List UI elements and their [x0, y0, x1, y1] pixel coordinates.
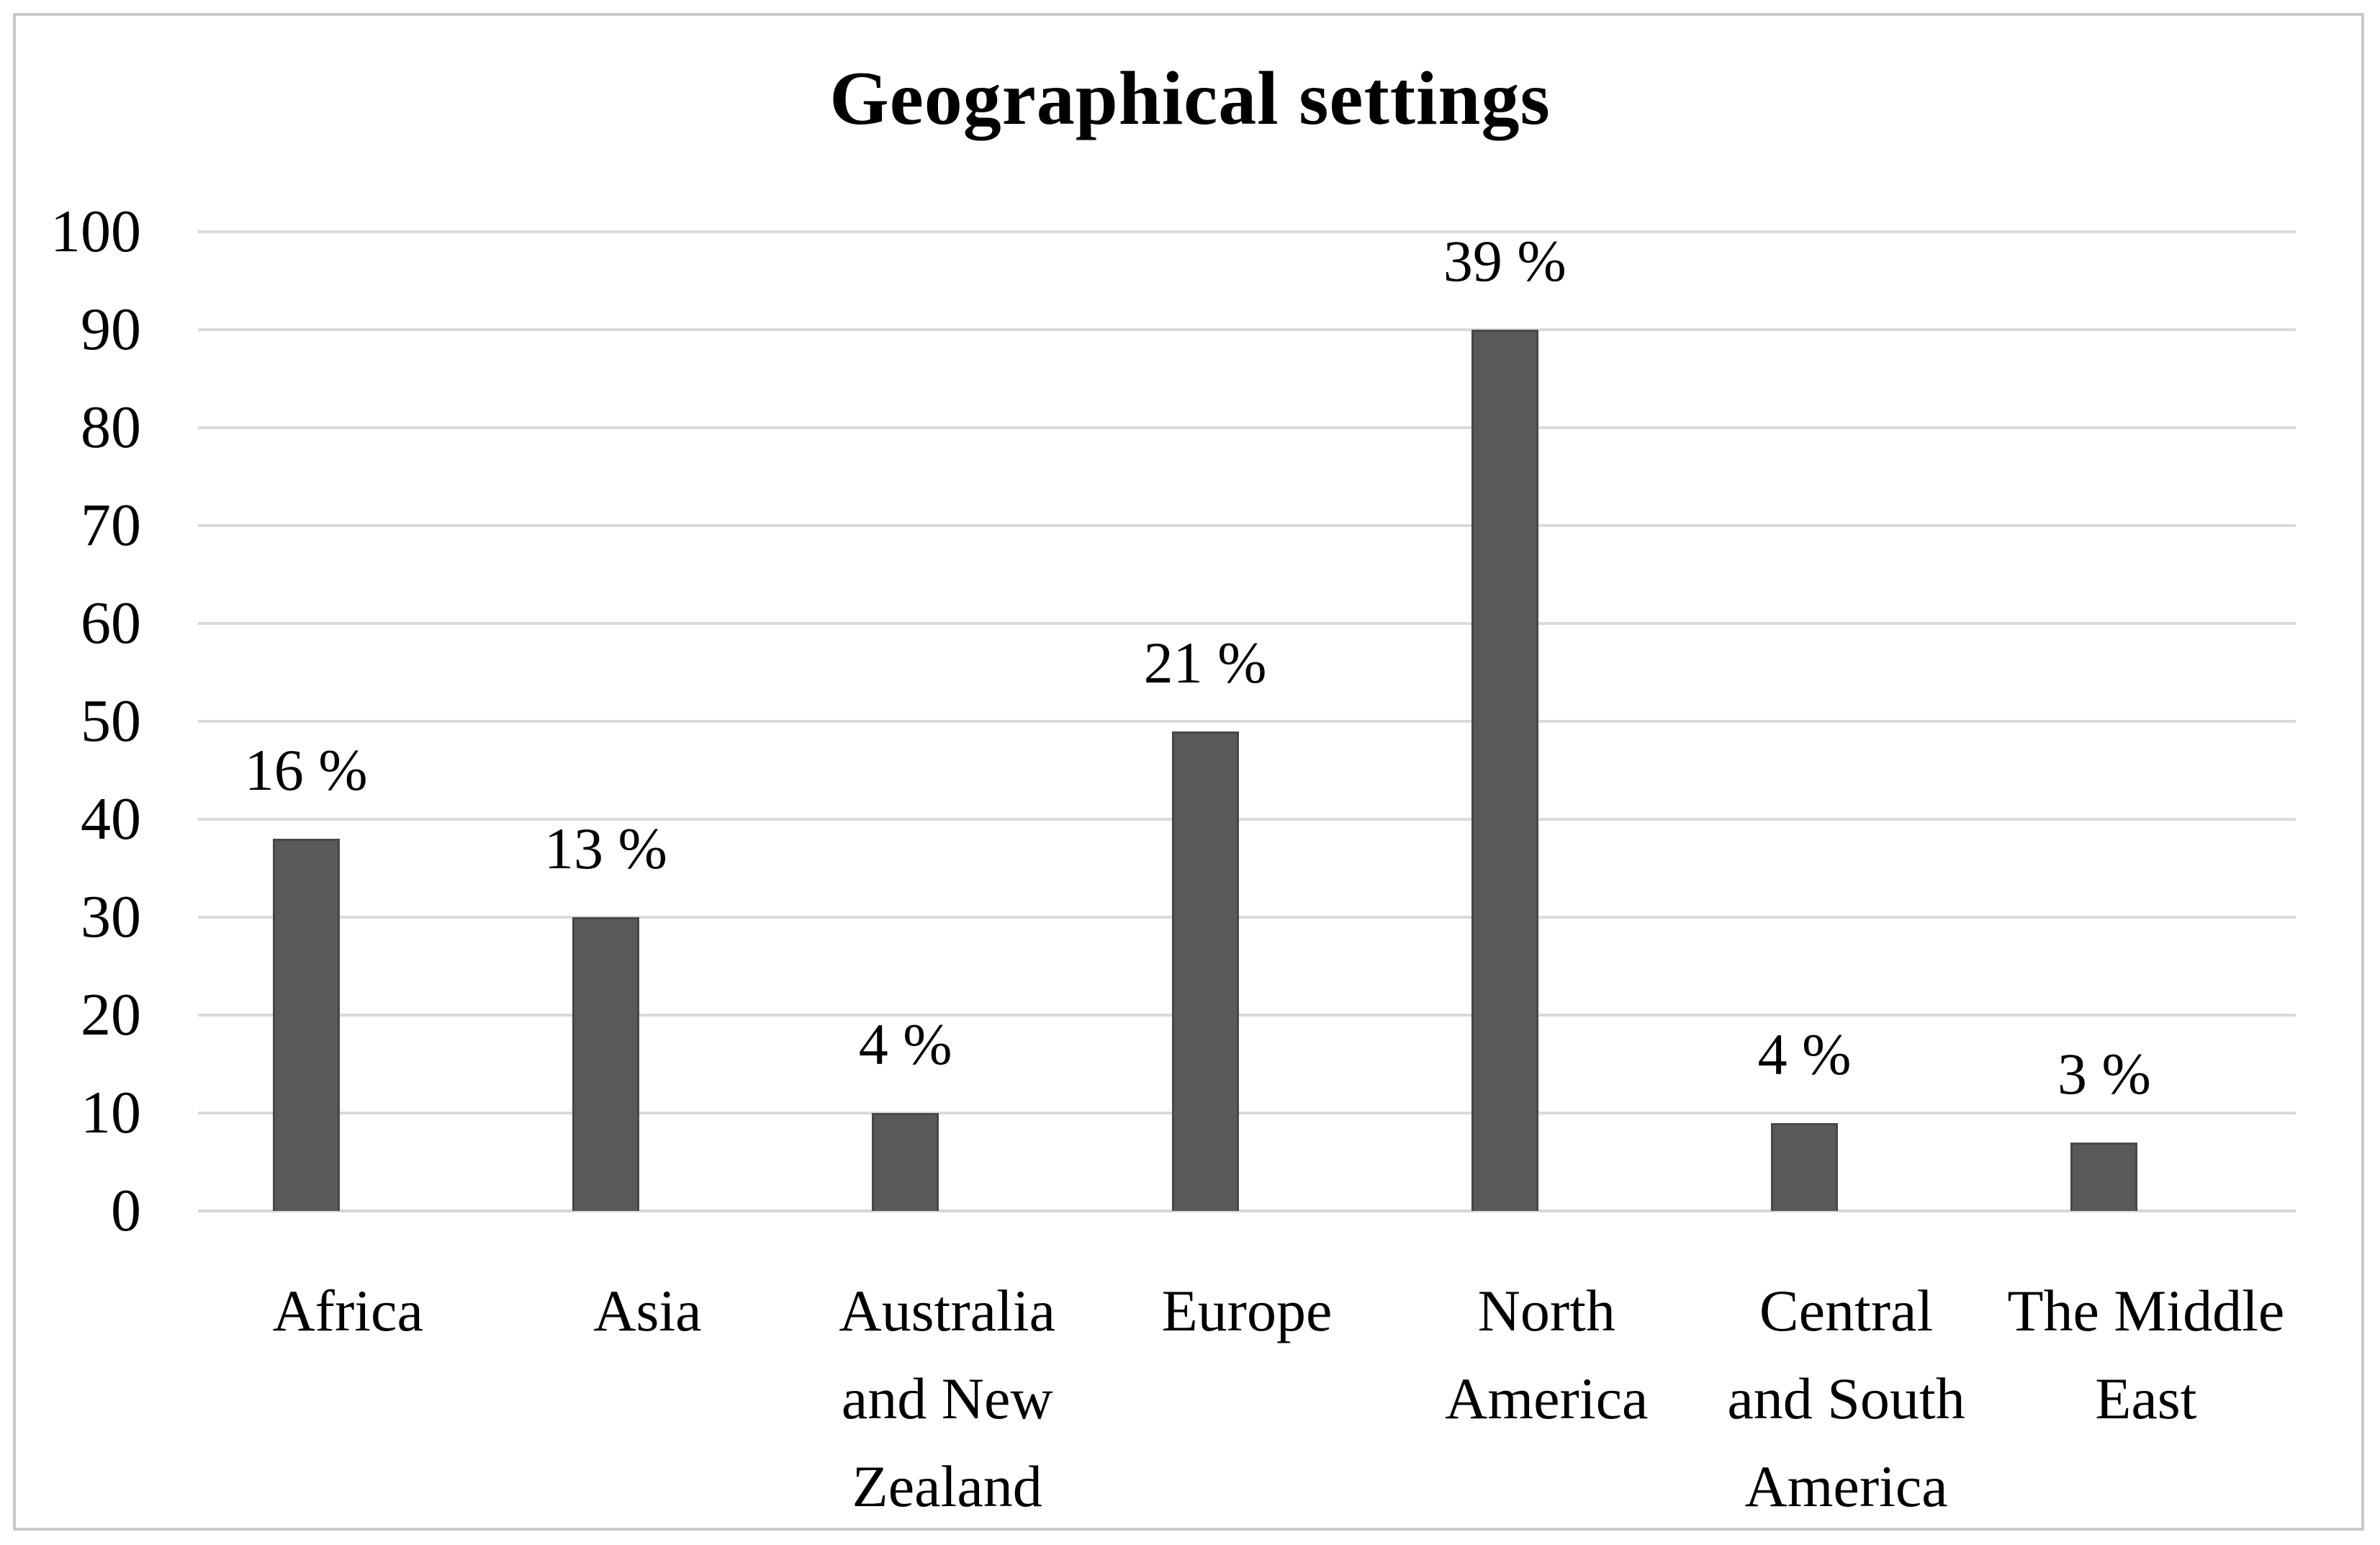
bar-value-label: 3 %: [2057, 1040, 2151, 1107]
gridline: [198, 230, 2296, 233]
x-axis-category-label: Europe: [1088, 1267, 1405, 1355]
x-axis-category-label: Australia and New Zealand: [789, 1267, 1106, 1531]
gridline: [198, 1112, 2296, 1114]
gridline: [198, 1014, 2296, 1017]
category-label-line: The Middle: [2007, 1278, 2285, 1343]
gridline: [198, 720, 2296, 723]
y-axis-tick-label: 10: [81, 1079, 141, 1146]
bar-value-label: 21 %: [1143, 629, 1267, 695]
y-axis-tick-label: 20: [81, 981, 141, 1048]
gridline: [198, 426, 2296, 429]
x-axis-category-label: The Middle East: [1988, 1267, 2304, 1443]
bar-value-label: 39 %: [1443, 228, 1567, 294]
gridline: [198, 916, 2296, 919]
gridline: [198, 524, 2296, 527]
bar-value-label: 16 %: [244, 737, 368, 803]
y-axis-tick-label: 50: [81, 688, 141, 755]
y-axis-tick-label: 100: [50, 198, 141, 265]
y-axis-tick-label: 40: [81, 785, 141, 852]
y-axis-tick-label: 60: [81, 590, 141, 657]
x-axis-category-label: North America: [1388, 1267, 1705, 1443]
x-axis-line: [198, 1210, 2296, 1212]
category-label-line: America: [1744, 1454, 1948, 1519]
category-label-line: East: [2095, 1366, 2197, 1431]
bar-value-label: 4 %: [858, 1012, 952, 1077]
category-label-line: Zealand: [852, 1454, 1042, 1519]
bar-value-label: 13 %: [544, 816, 667, 881]
y-axis-tick-label: 80: [81, 394, 141, 461]
bar-value-label: 4 %: [1757, 1021, 1852, 1087]
y-axis-tick-label: 30: [81, 883, 141, 950]
bar-asia: [572, 917, 639, 1211]
gridline: [198, 622, 2296, 625]
bar-africa: [272, 839, 340, 1211]
bar-the-middle-east: [2070, 1142, 2138, 1211]
x-axis-category-label: Africa: [189, 1267, 506, 1355]
category-label-line: Europe: [1161, 1278, 1333, 1343]
category-label-line: Africa: [272, 1278, 423, 1343]
chart-title: Geographical settings: [829, 56, 1551, 140]
category-label-line: Asia: [593, 1278, 702, 1343]
category-label-line: and South: [1727, 1366, 1965, 1431]
category-label-line: Central: [1759, 1278, 1934, 1343]
gridline: [198, 818, 2296, 821]
gridline: [198, 328, 2296, 331]
category-label-line: North: [1477, 1278, 1615, 1343]
bar-central-and-south-america: [1771, 1122, 1839, 1211]
y-axis-tick-label: 70: [81, 492, 141, 559]
x-axis-category-label: Asia: [489, 1267, 806, 1355]
y-axis-tick-label: 0: [111, 1177, 141, 1244]
category-label-line: Australia: [839, 1278, 1055, 1343]
bar-north-america: [1471, 330, 1538, 1211]
category-label-line: and New: [841, 1366, 1053, 1431]
bar-australia-and-new-zealand: [872, 1113, 939, 1211]
y-axis-tick-label: 90: [81, 296, 141, 363]
category-label-line: America: [1445, 1366, 1649, 1431]
x-axis-category-label: Central and South America: [1688, 1267, 2005, 1531]
bar-europe: [1171, 731, 1239, 1211]
